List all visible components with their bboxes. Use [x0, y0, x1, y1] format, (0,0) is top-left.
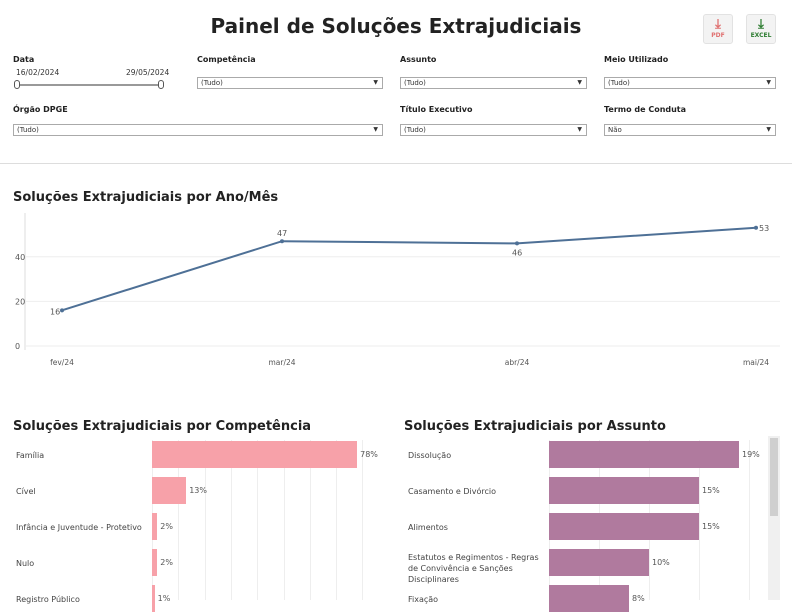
bar-value-label: 19% — [742, 450, 760, 459]
orgao-value: (Tudo) — [17, 126, 39, 134]
gridline — [336, 440, 338, 600]
excel-label: EXCEL — [750, 32, 772, 39]
bar-value-label: 15% — [702, 522, 720, 531]
meio-value: (Tudo) — [608, 79, 630, 87]
data-point[interactable] — [60, 308, 64, 313]
download-icon: ⤓ — [758, 17, 764, 32]
bar-value-label: 2% — [160, 558, 173, 567]
termo-select[interactable]: Não ▼ — [604, 124, 776, 136]
competencia-label: Competência — [197, 55, 256, 64]
line-chart: 0 20 40 16 fev/24 47 mar/24 46 abr/24 53 mai/24 — [15, 213, 780, 367]
x-tick-label: mar/24 — [268, 358, 295, 367]
divider — [0, 163, 792, 164]
date-slider-start-handle[interactable] — [14, 80, 20, 89]
bar-category-label: Dissolução — [408, 451, 452, 460]
bar[interactable] — [152, 477, 187, 504]
line-chart-title: Soluções Extrajudiciais por Ano/Mês — [13, 190, 279, 205]
data-point[interactable] — [754, 225, 758, 230]
bar[interactable] — [549, 513, 699, 540]
bar-category-label: Nulo — [16, 559, 35, 568]
gridline — [204, 440, 206, 600]
bar[interactable] — [549, 477, 699, 504]
gridline — [230, 440, 232, 600]
data-label: 16 — [50, 307, 60, 316]
gridline — [699, 440, 700, 600]
date-start: 16/02/2024 — [16, 68, 60, 77]
titulo-value: (Tudo) — [404, 126, 426, 134]
termo-value: Não — [608, 126, 622, 134]
date-filter-label: Data — [13, 55, 35, 64]
competencia-chart-title: Soluções Extrajudiciais por Competência — [13, 419, 312, 434]
bar-category-label: Família — [16, 451, 45, 460]
bar-value-label: 15% — [702, 486, 720, 495]
bar-value-label: 78% — [360, 450, 378, 459]
data-point[interactable] — [515, 241, 519, 246]
date-end: 29/05/2024 — [126, 68, 170, 77]
meio-label: Meio Utilizado — [604, 55, 669, 64]
gridline — [309, 440, 311, 600]
gridline — [283, 440, 285, 600]
bar[interactable] — [152, 513, 158, 540]
bar[interactable] — [152, 441, 358, 468]
bar-value-label: 1% — [157, 594, 171, 603]
assunto-select[interactable]: (Tudo) ▼ — [400, 77, 587, 89]
bar-value-label: 13% — [189, 486, 207, 495]
y-tick-label: 0 — [15, 342, 20, 351]
dropdown-arrow-icon: ▼ — [766, 79, 771, 86]
competencia-select[interactable]: (Tudo) ▼ — [197, 77, 383, 89]
data-point[interactable] — [280, 239, 284, 244]
dropdown-arrow-icon: ▼ — [577, 126, 582, 133]
assunto-value: (Tudo) — [404, 79, 426, 87]
meio-select[interactable]: (Tudo) ▼ — [604, 77, 776, 89]
termo-label: Termo de Conduta — [604, 105, 687, 114]
scrollbar-thumb[interactable] — [770, 438, 778, 516]
titulo-select[interactable]: (Tudo) ▼ — [400, 124, 587, 136]
x-tick-label: fev/24 — [50, 358, 74, 367]
scrollbar[interactable] — [768, 436, 780, 600]
competencia-value: (Tudo) — [201, 79, 223, 87]
bar[interactable] — [549, 585, 629, 612]
y-tick-label: 20 — [15, 297, 25, 306]
gridline — [257, 440, 259, 600]
bar-category-label: Infância e Juventude - Protetivo — [16, 523, 142, 532]
page-title: Painel de Soluções Extrajudiciais — [210, 14, 582, 38]
data-label: 47 — [277, 229, 287, 238]
date-slider-track[interactable] — [17, 84, 162, 86]
pdf-label: PDF — [711, 32, 725, 39]
bar-category-label: Alimentos — [408, 523, 448, 532]
dropdown-arrow-icon: ▼ — [373, 79, 378, 86]
bar-value-label: 2% — [160, 522, 173, 531]
download-icon: ⤓ — [715, 17, 721, 32]
dropdown-arrow-icon: ▼ — [577, 79, 582, 86]
gridline — [362, 440, 364, 600]
bar-category-label: Estatutos e Regimentos - Regras de Convi… — [408, 553, 539, 584]
assunto-chart-title: Soluções Extrajudiciais por Assunto — [404, 419, 666, 434]
gridline — [749, 440, 750, 600]
dropdown-arrow-icon: ▼ — [766, 126, 771, 133]
data-label: 46 — [512, 248, 522, 257]
titulo-label: Título Executivo — [400, 105, 473, 114]
bar[interactable] — [549, 441, 739, 468]
x-tick-label: abr/24 — [505, 358, 530, 367]
bar-category-label: Casamento e Divórcio — [408, 487, 497, 496]
date-slider-end-handle[interactable] — [158, 80, 164, 89]
pdf-export-button[interactable]: ⤓ PDF — [703, 14, 733, 44]
bar[interactable] — [549, 549, 649, 576]
bar[interactable] — [152, 585, 155, 612]
data-label: 53 — [759, 224, 769, 233]
bar[interactable] — [152, 549, 158, 576]
orgao-label: Órgão DPGE — [13, 105, 68, 114]
bar-category-label: Cível — [16, 487, 36, 496]
excel-export-button[interactable]: ⤓ EXCEL — [746, 14, 776, 44]
bar-value-label: 10% — [652, 558, 670, 567]
orgao-select[interactable]: (Tudo) ▼ — [13, 124, 383, 136]
assunto-label: Assunto — [400, 55, 437, 64]
bar-value-label: 8% — [632, 594, 645, 603]
dropdown-arrow-icon: ▼ — [373, 126, 378, 133]
line-series — [61, 226, 757, 312]
gridline — [178, 440, 180, 600]
x-tick-label: mai/24 — [743, 358, 769, 367]
y-tick-label: 40 — [15, 253, 25, 262]
